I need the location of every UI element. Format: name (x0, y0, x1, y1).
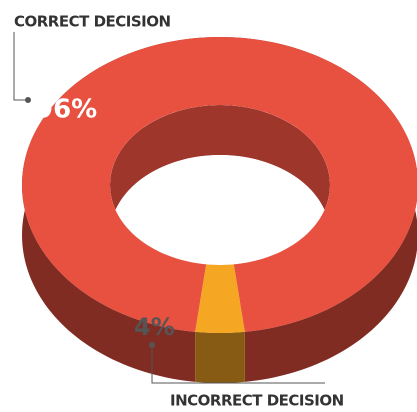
donut-segment (22, 37, 417, 332)
hole-floor (110, 155, 330, 265)
value-label: 96% (35, 95, 97, 125)
leader-dot (25, 97, 31, 103)
outer-wall (195, 331, 245, 383)
leader-dot (149, 342, 155, 348)
donut (22, 37, 417, 383)
donut-segment (195, 264, 245, 333)
category-label: CORRECT DECISION (14, 13, 171, 31)
category-label: INCORRECT DECISION (170, 392, 344, 410)
leader-line (13, 32, 28, 101)
value-label: 4% (134, 313, 175, 341)
leader-line (151, 345, 325, 384)
